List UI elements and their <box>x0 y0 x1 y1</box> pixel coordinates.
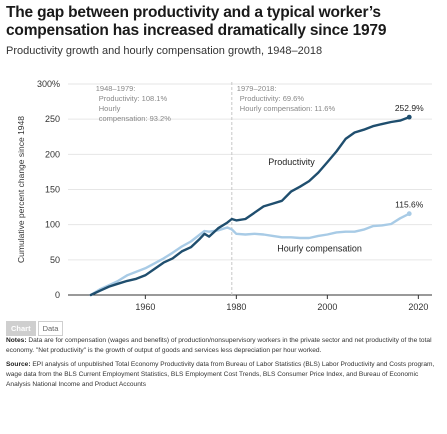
y-tick-label: 200 <box>45 149 60 159</box>
source-label: Source: <box>6 361 31 368</box>
y-tick-label: 0 <box>55 290 60 300</box>
annotation-line: Hourly <box>99 104 121 113</box>
period-annotation: 1979–2018: Productivity: 69.6% Hourly comp… <box>237 84 336 113</box>
y-tick-label: 300% <box>37 79 60 89</box>
compensation-series-label: Hourly compensation <box>277 243 362 253</box>
notes-label: Notes: <box>6 337 27 344</box>
tab-chart[interactable]: Chart <box>6 321 36 336</box>
series-labels: 115.6% 252.9% Productivity Hourly compensat… <box>268 103 424 253</box>
notes-paragraph: Notes: Data are for compensation (wages … <box>6 336 440 356</box>
y-axis-ticks: 0 50 100 150 200 250 300% <box>37 79 60 300</box>
period-annotations: 1948–1979: Productivity: 108.1% Hourly comp… <box>96 84 336 123</box>
x-tick-label: 2020 <box>408 302 428 312</box>
y-tick-label: 250 <box>45 114 60 124</box>
source-paragraph: Source: EPI analysis of unpublished Tota… <box>6 360 440 390</box>
compensation-end-label: 115.6% <box>395 200 424 210</box>
productivity-series-label: Productivity <box>268 157 315 167</box>
annotation-line: compensation: 93.2% <box>99 114 171 123</box>
gridlines <box>68 83 432 296</box>
view-tabs: Chart Data <box>6 321 64 336</box>
line-chart: 0 50 100 150 200 250 300% 1960 1980 2000 2020 194… <box>16 79 432 312</box>
annotation-line: 1979–2018: <box>237 84 277 93</box>
productivity-end-label: 252.9% <box>395 103 424 113</box>
annotation-line: 1948–1979: <box>96 84 136 93</box>
compensation-end-point <box>406 211 412 217</box>
source-text: EPI analysis of unpublished Total Econom… <box>6 361 435 388</box>
compensation-line <box>89 212 411 297</box>
chart-title: The gap between productivity and a typic… <box>6 4 387 39</box>
x-axis-ticks: 1960 1980 2000 2020 <box>135 295 428 312</box>
y-tick-label: 100 <box>45 220 60 230</box>
period-annotation: 1948–1979: Productivity: 108.1% Hourly comp… <box>96 84 171 123</box>
productivity-end-point <box>406 114 412 120</box>
annotation-line: Hourly compensation: 11.6% <box>240 104 336 113</box>
y-tick-label: 150 <box>45 185 60 195</box>
x-tick-label: 1980 <box>226 302 246 312</box>
y-tick-label: 50 <box>50 255 60 265</box>
notes-section: Notes: Data are for compensation (wages … <box>6 336 440 394</box>
notes-text: Data are for compensation (wages and ben… <box>6 337 432 354</box>
y-axis-label: Cumulative percent change since 1948 <box>16 116 26 263</box>
annotation-line: Productivity: 108.1% <box>99 94 168 103</box>
productivity-line <box>89 115 411 297</box>
tab-data[interactable]: Data <box>37 321 64 336</box>
chart-subtitle: Productivity growth and hourly compensat… <box>6 45 323 57</box>
annotation-line: Productivity: 69.6% <box>240 94 305 103</box>
x-tick-label: 1960 <box>135 302 155 312</box>
x-tick-label: 2000 <box>317 302 337 312</box>
series-lines <box>89 114 412 297</box>
